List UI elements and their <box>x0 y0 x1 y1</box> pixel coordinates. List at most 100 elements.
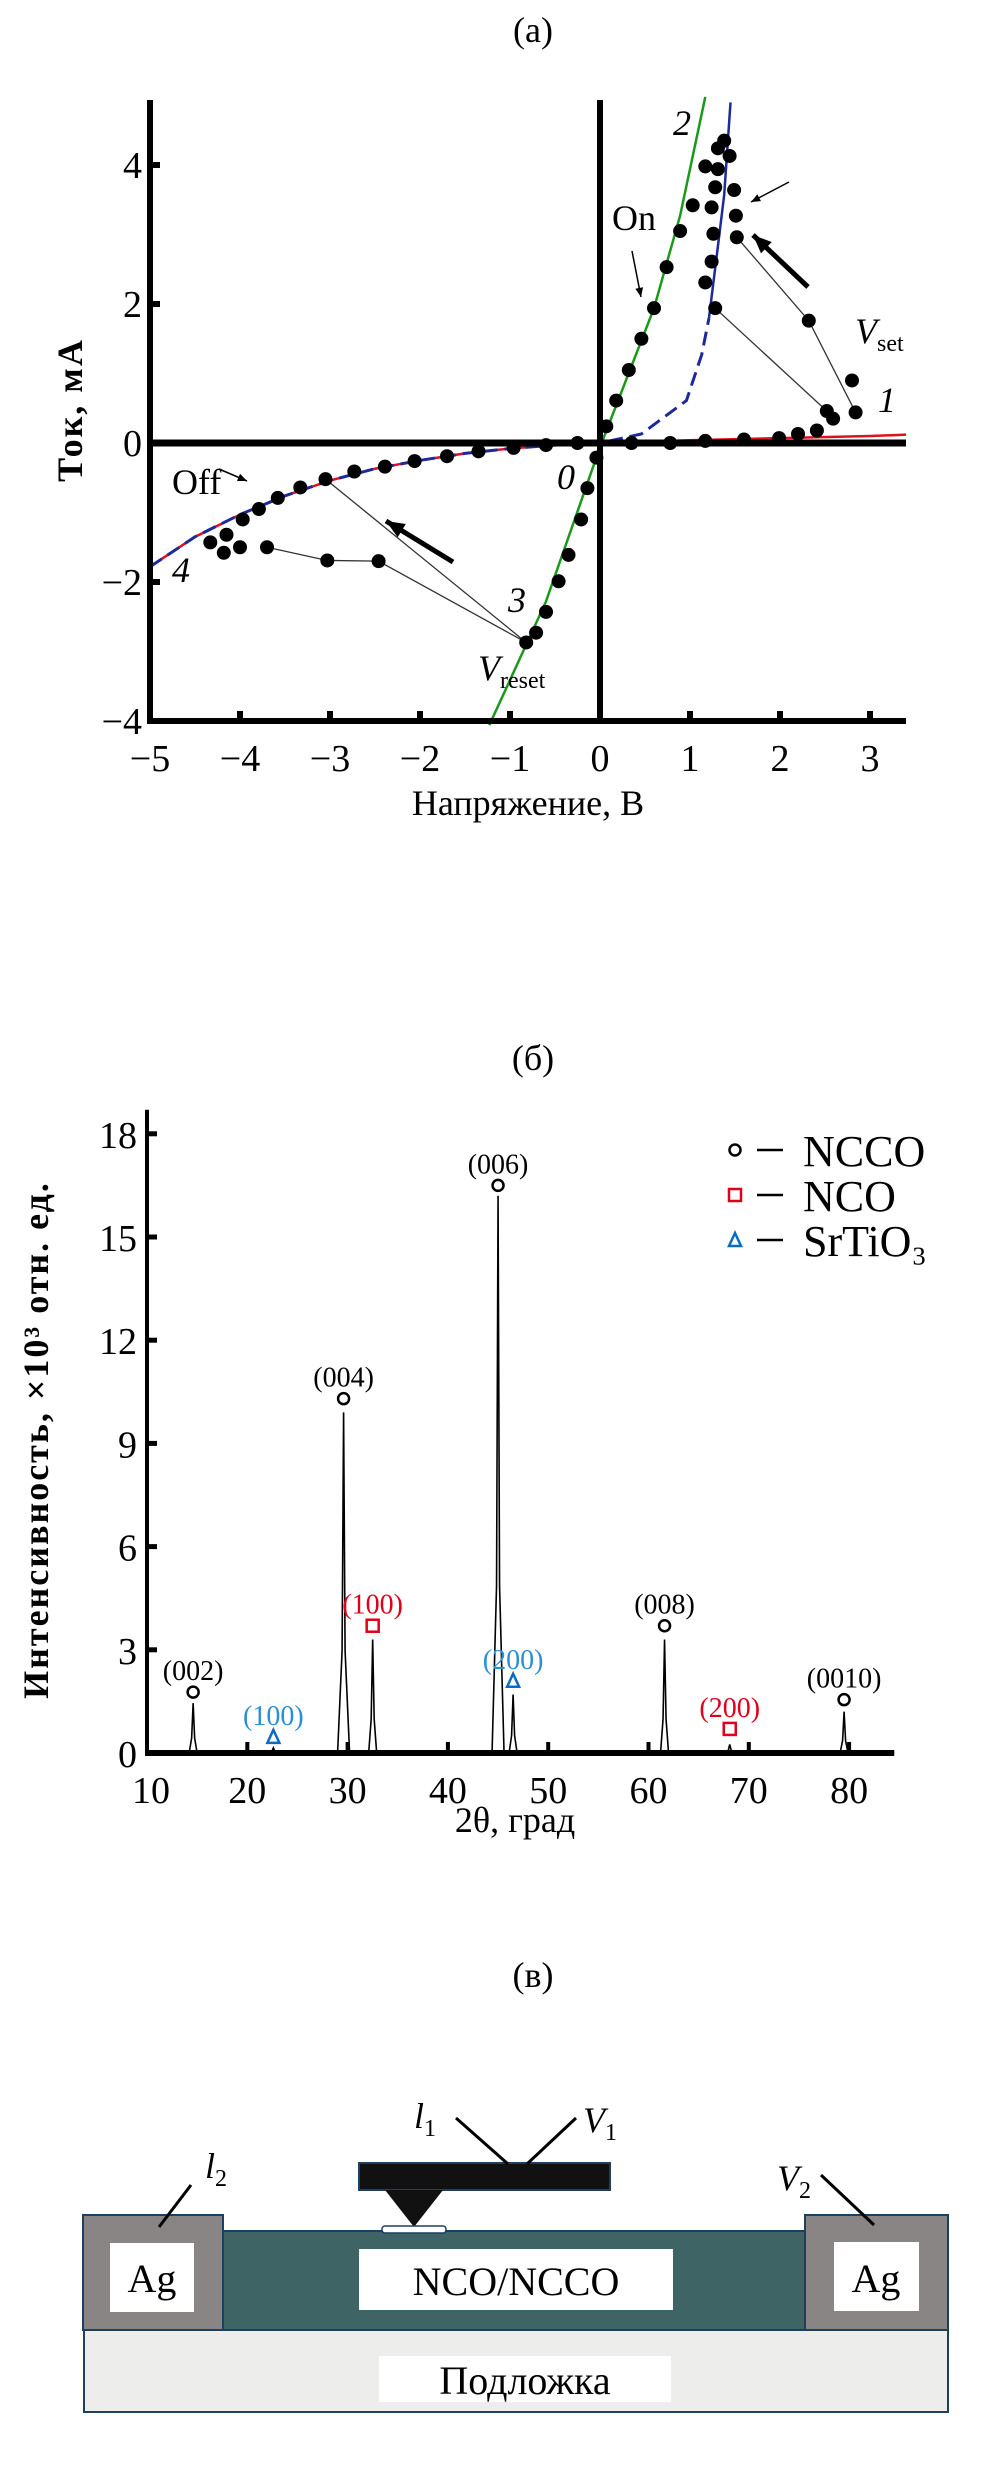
data-point <box>647 301 661 316</box>
substrate-label: Подложка <box>439 2358 611 2403</box>
peak-label: (100) <box>243 1701 304 1732</box>
ag-left-label: Ag <box>128 2256 177 2301</box>
panel-title-a: (a) <box>513 10 553 50</box>
data-point <box>801 313 816 328</box>
data-point <box>529 625 544 640</box>
data-point <box>685 198 700 213</box>
data-point <box>609 393 624 408</box>
data-point <box>551 574 566 589</box>
panel-title-b: (б) <box>512 1038 554 1078</box>
data-point <box>659 260 674 275</box>
series-fit-set-blue <box>707 102 732 319</box>
data-point <box>574 512 589 527</box>
annotation-off: Off <box>172 462 221 502</box>
data-point <box>203 535 218 550</box>
series-fit-off-blue-dashed <box>149 318 711 568</box>
data-point <box>706 226 721 241</box>
data-point <box>377 459 392 474</box>
x-tick-label: 10 <box>132 1770 170 1812</box>
data-point <box>710 162 725 177</box>
circle-marker-icon <box>837 1692 851 1707</box>
xrd-x-axis-label: 2θ, град <box>455 1800 575 1840</box>
x-tick-label: −2 <box>400 738 440 780</box>
y-tick-label: −4 <box>102 701 142 743</box>
data-point <box>580 481 595 496</box>
data-point <box>440 449 454 464</box>
peak-label: (004) <box>313 1363 374 1394</box>
peak-label: (200) <box>483 1645 544 1676</box>
label-v2: V2 <box>777 2158 811 2204</box>
y-tick-label: −2 <box>102 562 142 604</box>
v2-lead <box>819 2173 876 2227</box>
label-v1: V1 <box>583 2100 617 2146</box>
xrd-y-axis-label: Интенсивность, ×10³ отн. ед. <box>16 1181 56 1699</box>
x-tick-label: 30 <box>329 1770 367 1812</box>
contact-spot <box>381 2225 447 2234</box>
film-label-box <box>359 2249 673 2310</box>
data-point <box>708 301 723 316</box>
connector-line <box>736 236 857 413</box>
data-point <box>727 183 742 198</box>
panel-title-c: (в) <box>513 1955 554 1995</box>
ag-right-label-box <box>834 2242 919 2311</box>
y-tick-label: 3 <box>118 1631 137 1673</box>
peak-label: (002) <box>163 1656 224 1687</box>
data-point <box>270 490 285 505</box>
ag-left-label-box <box>110 2243 194 2312</box>
x-tick-label: −5 <box>130 738 170 780</box>
data-point <box>371 554 386 569</box>
arrowhead-icon <box>237 473 247 481</box>
x-tick-label: −4 <box>220 738 260 780</box>
y-tick-label: 4 <box>123 145 142 187</box>
data-point <box>845 373 859 388</box>
xrd-chart: 10 20 30 40 50 60 70 80 0 3 6 9 12 15 18 (002) (100) (004… <box>99 1109 895 1812</box>
annotation-vset: Vset <box>855 311 904 357</box>
data-point <box>819 404 834 419</box>
data-point <box>698 275 713 290</box>
curve-label-4: 4 <box>172 550 190 590</box>
data-point <box>219 527 234 542</box>
afm-tip <box>385 2190 443 2227</box>
peak-label: (006) <box>468 1149 529 1180</box>
data-point <box>704 200 719 215</box>
peak-label: (200) <box>699 1693 760 1724</box>
annotation-on: On <box>612 198 656 238</box>
curve-label-3: 3 <box>507 580 526 620</box>
curve-label-2: 2 <box>673 103 691 143</box>
data-point <box>728 208 743 223</box>
data-point <box>621 363 636 378</box>
legend-label: NCO <box>803 1172 896 1221</box>
data-point <box>634 331 649 346</box>
y-tick-label: 18 <box>99 1115 137 1157</box>
arrowhead-icon <box>386 521 406 538</box>
film-label: NCO/NCCO <box>413 2259 620 2304</box>
data-point <box>673 224 688 239</box>
x-tick-label: 1 <box>681 738 700 780</box>
circle-marker-icon <box>186 1685 200 1699</box>
data-point <box>698 159 713 174</box>
peak-label: (008) <box>634 1590 695 1621</box>
iv-y-axis-label: Ток, мА <box>50 338 90 482</box>
data-point <box>216 545 231 560</box>
data-point <box>519 635 534 650</box>
connector-line <box>266 546 527 644</box>
data-point <box>561 547 576 562</box>
curve-label-0: 0 <box>557 457 575 497</box>
data-point <box>235 512 250 527</box>
peak-label: (0010) <box>807 1664 882 1695</box>
triangle-marker-icon <box>505 1670 522 1689</box>
circle-marker-icon <box>336 1391 351 1406</box>
data-point <box>233 540 247 555</box>
data-point <box>347 464 362 479</box>
square-marker-icon <box>722 1721 737 1737</box>
square-marker-icon <box>365 1618 380 1633</box>
legend-circle-icon <box>728 1143 742 1157</box>
data-point <box>710 141 725 156</box>
y-tick-label: 0 <box>123 423 142 465</box>
y-tick-label: 6 <box>118 1528 137 1570</box>
label-l2: l2 <box>205 2146 227 2192</box>
data-point <box>708 180 723 195</box>
x-tick-label: 0 <box>591 738 610 780</box>
data-point <box>809 423 824 438</box>
